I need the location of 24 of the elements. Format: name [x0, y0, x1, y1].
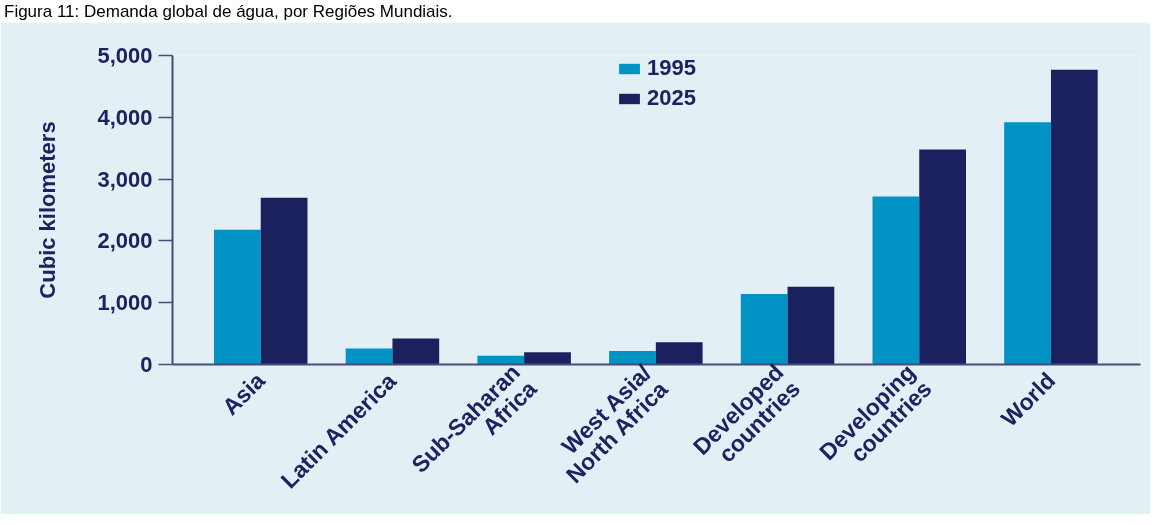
y-tick-label: 4,000	[97, 104, 153, 130]
bar	[392, 338, 440, 365]
bar	[260, 197, 308, 365]
bar	[213, 229, 261, 365]
bar	[477, 355, 525, 365]
bar	[919, 149, 966, 365]
legend-label: 1995	[647, 55, 696, 81]
y-tick-label: 2,000	[97, 228, 153, 254]
y-tick-label: 0	[140, 352, 153, 377]
bar	[1050, 69, 1098, 365]
y-axis-title: Cubic kilometers	[35, 121, 61, 299]
bar	[787, 286, 835, 365]
legend-label: 2025	[647, 85, 696, 111]
bar	[609, 350, 656, 365]
bar	[524, 352, 571, 365]
y-tick-label: 1,000	[97, 290, 153, 316]
bar	[345, 348, 393, 365]
bar	[740, 294, 788, 365]
y-tick-label: 3,000	[97, 166, 153, 192]
bar	[1004, 122, 1051, 365]
y-tick-label: 5,000	[97, 43, 153, 68]
bar	[655, 342, 703, 365]
bar	[872, 196, 920, 365]
chart-title: Figura 11: Demanda global de água, por Regiões Mundiais.	[4, 1, 453, 23]
